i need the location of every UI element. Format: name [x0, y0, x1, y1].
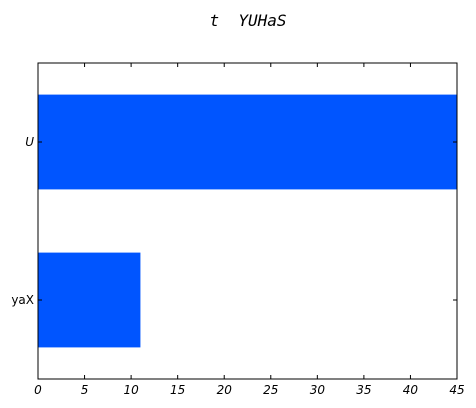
x-tick-label-15: 15: [170, 383, 185, 397]
x-tick-label-30: 30: [310, 383, 326, 397]
x-tick-label-20: 20: [217, 383, 233, 397]
bars-layer: [38, 94, 457, 348]
x-tick-label-25: 25: [263, 383, 278, 397]
x-tick-label-0: 0: [34, 383, 42, 397]
x-tick-label-35: 35: [356, 383, 371, 397]
bar-u: [38, 94, 457, 190]
y-tick-label-yax: yaX: [11, 293, 34, 307]
x-tick-label-10: 10: [123, 383, 139, 397]
y-tick-label-u: U: [25, 135, 34, 149]
x-tick-label-40: 40: [403, 383, 419, 397]
axes-frame: [37, 62, 458, 380]
bar-yax: [38, 252, 141, 348]
x-tick-label-5: 5: [81, 383, 89, 397]
x-tick-label-45: 45: [449, 383, 464, 397]
chart-title: t YUHaS: [209, 11, 286, 30]
